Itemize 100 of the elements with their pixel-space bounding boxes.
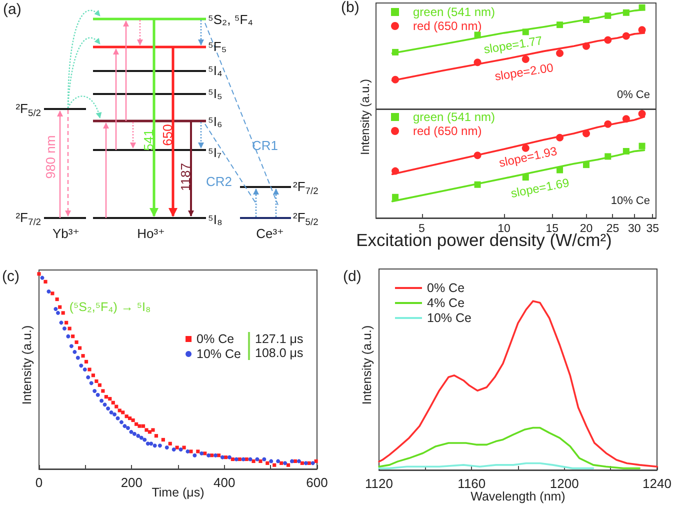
x-tick-label: 400 xyxy=(213,475,236,490)
point xyxy=(172,447,176,452)
legend-label: 0% Ce xyxy=(427,281,465,295)
point xyxy=(262,457,266,462)
point xyxy=(74,340,78,344)
point xyxy=(55,297,59,302)
point xyxy=(266,461,270,465)
point xyxy=(98,383,102,387)
legend-label: red (650 nm) xyxy=(413,19,482,33)
point xyxy=(46,289,51,294)
point xyxy=(71,334,75,338)
point xyxy=(81,354,85,358)
point xyxy=(146,442,150,446)
point xyxy=(206,453,211,458)
text: ⁵I₅ xyxy=(208,86,222,101)
point xyxy=(196,450,200,454)
point xyxy=(136,434,140,438)
point xyxy=(280,461,284,465)
point xyxy=(126,426,130,430)
point xyxy=(214,453,218,458)
point xyxy=(132,432,136,436)
point xyxy=(286,463,290,467)
point xyxy=(304,461,308,466)
point xyxy=(92,388,97,393)
point xyxy=(175,446,179,450)
point xyxy=(192,453,197,458)
point xyxy=(220,455,224,460)
x-tick-label: 1200 xyxy=(550,476,579,491)
point xyxy=(94,379,98,384)
point xyxy=(241,457,246,462)
point xyxy=(128,416,132,420)
point xyxy=(116,416,120,420)
point xyxy=(79,364,84,368)
text: Ce³⁺ xyxy=(256,226,284,241)
point xyxy=(101,389,105,393)
text: ⁵S₂, ⁵F₄ xyxy=(208,12,253,27)
point xyxy=(69,344,74,348)
point xyxy=(118,408,122,412)
point xyxy=(248,457,252,462)
annotation: 0% Ce xyxy=(616,89,650,101)
point xyxy=(283,461,288,466)
point xyxy=(238,457,242,462)
text: ²F$_{7/2}$ xyxy=(293,179,318,196)
point xyxy=(72,350,77,354)
annotation: slope=1.69 xyxy=(510,175,571,201)
point xyxy=(276,459,280,464)
point xyxy=(121,410,125,414)
point xyxy=(76,356,80,360)
legend-label: 10% Ce xyxy=(196,347,242,361)
point xyxy=(102,402,107,407)
annotation: slope=1.93 xyxy=(498,144,559,170)
point xyxy=(164,446,169,450)
point xyxy=(230,457,234,462)
legend-label: 4% Ce xyxy=(427,296,465,310)
point xyxy=(66,334,70,338)
text: CR2 xyxy=(206,174,232,189)
point xyxy=(158,444,162,448)
annotation: 10% Ce xyxy=(610,195,650,207)
text: 541 xyxy=(140,129,156,151)
point xyxy=(139,436,144,440)
point xyxy=(40,276,44,280)
point xyxy=(68,326,72,330)
y-axis-title: Intensity (a.u.) xyxy=(358,78,372,156)
point xyxy=(106,406,110,411)
text: Ho³⁺ xyxy=(137,226,165,241)
point xyxy=(122,424,127,428)
x-tick-label: 200 xyxy=(120,475,143,490)
x-tick-label: 35 xyxy=(646,223,660,235)
point xyxy=(314,459,318,463)
x-tick-label: 30 xyxy=(628,223,641,235)
annotation: 127.1 μs xyxy=(255,332,304,346)
point xyxy=(178,447,183,452)
point xyxy=(37,272,41,276)
point xyxy=(227,455,232,460)
point xyxy=(255,457,260,462)
point xyxy=(290,459,294,464)
y-axis-title: Intensity (a.u.) xyxy=(20,325,34,405)
text: ²F$_{5/2}$ xyxy=(16,101,41,118)
point xyxy=(310,461,315,466)
point xyxy=(59,320,64,325)
text: 650 xyxy=(160,124,174,146)
annotation: slope=1.77 xyxy=(482,33,544,57)
point xyxy=(200,451,204,456)
point xyxy=(108,396,112,401)
point xyxy=(300,461,304,465)
chart-title: (c) xyxy=(2,268,20,285)
annotation: (⁵S₂,⁵F₄) → ⁵I₈ xyxy=(69,300,151,314)
x-axis-title: Time (μs) xyxy=(152,486,204,500)
point xyxy=(62,326,66,331)
point xyxy=(96,392,100,397)
point xyxy=(50,292,54,296)
point xyxy=(168,442,172,446)
x-tick-label: 10 xyxy=(498,223,510,235)
chart-title: (d) xyxy=(343,268,362,285)
point xyxy=(189,450,193,454)
point xyxy=(54,307,58,312)
x-tick-label: 20 xyxy=(580,223,593,235)
annotation: 108.0 μs xyxy=(255,346,304,360)
x-tick-label: 1160 xyxy=(458,476,486,491)
y-axis-title: Intensity (a.u.) xyxy=(360,325,374,405)
